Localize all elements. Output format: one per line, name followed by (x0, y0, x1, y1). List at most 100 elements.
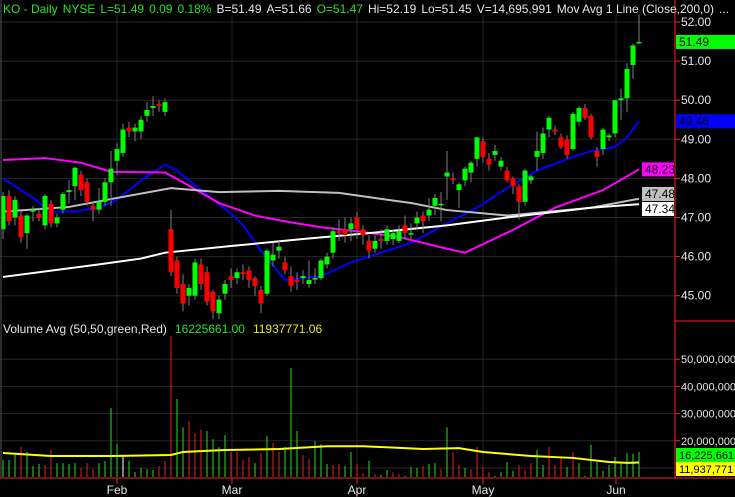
candle (432, 197, 438, 206)
candle (84, 182, 90, 202)
candle (384, 229, 390, 241)
candle (426, 209, 432, 216)
candle (612, 100, 618, 134)
candle (318, 260, 324, 279)
candle (552, 129, 558, 132)
candle (204, 272, 210, 302)
volume-tick-label: 50,000,000 (681, 354, 735, 366)
candle (108, 168, 114, 183)
candle (324, 256, 330, 265)
ma-blue-tag-bg (676, 114, 735, 129)
date-tick-label: Feb (107, 483, 128, 497)
price-tick-label: 51.00 (681, 54, 711, 68)
volume-avg-green: 16225661.00 (174, 322, 245, 336)
candle (510, 178, 516, 187)
candle (138, 119, 144, 132)
price-tick-label: 48.00 (681, 171, 711, 185)
candle (102, 182, 108, 202)
candle (126, 127, 132, 132)
ma-gray-tag: 47.48 (645, 187, 675, 201)
ma-white-tag-bg (642, 201, 674, 216)
candle (264, 250, 270, 294)
candle (288, 276, 294, 286)
candle (558, 137, 564, 148)
candle (402, 225, 408, 234)
date-tick-label: Jun (606, 483, 625, 497)
candle (156, 104, 162, 107)
candle (504, 170, 510, 181)
volume-yellow-tag: 11,937,771 (679, 464, 733, 476)
price-tick-label: 47.00 (681, 211, 711, 225)
candle (534, 151, 540, 157)
candle (24, 215, 30, 234)
volume-green-tag: 16,225,661 (679, 450, 734, 462)
candle (624, 68, 630, 99)
candle (312, 278, 318, 280)
candle (414, 217, 420, 224)
price-tick-label: 45.00 (681, 289, 711, 303)
candle (72, 167, 78, 187)
candle (150, 106, 156, 109)
candle (528, 176, 534, 181)
candle (246, 270, 252, 281)
candle (594, 151, 600, 157)
candle (228, 276, 234, 281)
candle (30, 209, 36, 212)
candle (48, 203, 54, 224)
candle (516, 186, 522, 202)
volume-tick-label: 20,000,000 (681, 436, 735, 448)
candle (222, 283, 228, 294)
candle (42, 195, 48, 226)
candle (372, 240, 378, 249)
candle (36, 213, 42, 218)
candle (336, 231, 342, 234)
candle (606, 135, 612, 138)
symbol-label: KO - Daily (3, 2, 58, 16)
volume-study-label[interactable]: Volume Avg (50,50,green,Red) (3, 322, 167, 336)
candle (348, 223, 354, 230)
ma-blue-tag: 49.46 (679, 114, 709, 128)
last-price-tag-bg (676, 34, 735, 49)
candle (546, 117, 552, 130)
candle (636, 41, 642, 44)
high-price: Hi=52.19 (367, 2, 417, 16)
candle (282, 262, 288, 271)
candle (582, 108, 588, 118)
ma-magenta-tag-bg (642, 162, 674, 177)
last-price-tag: 51.49 (679, 35, 709, 49)
candle (234, 272, 240, 279)
candle (366, 240, 372, 251)
candle (180, 283, 186, 304)
candle (564, 139, 570, 155)
more-menu[interactable]: ... (719, 2, 730, 16)
study-label[interactable]: Mov Avg 1 Line (Close,200,0) (556, 2, 714, 16)
candle (90, 205, 96, 210)
candle (168, 229, 174, 273)
candle (144, 109, 150, 116)
candle (618, 98, 624, 101)
candle (78, 174, 84, 191)
candle (378, 239, 384, 241)
volume-yellow-tag-bg (676, 462, 735, 476)
candle (576, 108, 582, 122)
candle (216, 299, 222, 314)
candle (114, 149, 120, 161)
open-price: O=51.47 (316, 2, 363, 16)
date-tick-label: Apr (348, 483, 367, 497)
volume-value: V=14,695,991 (476, 2, 552, 16)
candle (276, 246, 282, 251)
candle (18, 215, 24, 238)
candle (132, 127, 138, 132)
candle (540, 133, 546, 153)
candle (390, 233, 396, 240)
moving-average-line (2, 203, 640, 278)
chart-header: KO - Daily NYSE L=51.49 0.09 0.18% B=51.49 A=5… (3, 2, 734, 16)
candle (462, 168, 468, 181)
candle (360, 229, 366, 236)
candle (480, 141, 486, 157)
candle (6, 195, 12, 222)
candle (456, 184, 462, 191)
low-price: Lo=51.45 (421, 2, 472, 16)
candle (0, 195, 6, 230)
